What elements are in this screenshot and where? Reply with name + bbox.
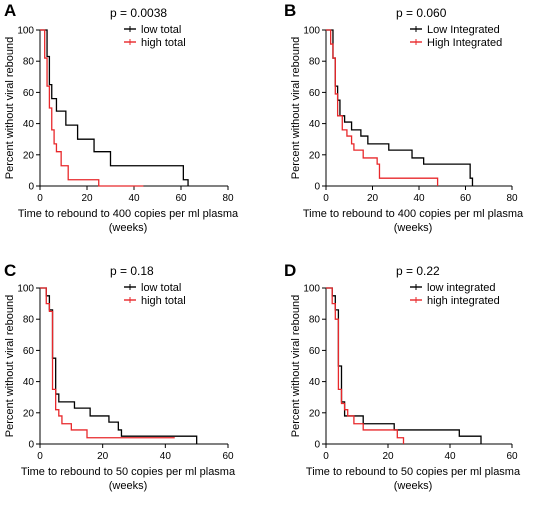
x-tick-label: 20 bbox=[382, 451, 394, 462]
panel-letter: A bbox=[4, 1, 16, 20]
panel-c: C 0 20 40 60 80 100 0 20 40 60 Time to rebound to 5… bbox=[4, 261, 236, 492]
p-value-annotation: p = 0.18 bbox=[110, 264, 154, 278]
y-tick-label: 0 bbox=[314, 440, 320, 451]
legend-entry: Low Integrated bbox=[427, 24, 500, 36]
y-tick-label: 20 bbox=[309, 150, 321, 161]
y-tick-label: 40 bbox=[309, 119, 321, 130]
y-axis-title: Percent without viral rebound bbox=[4, 295, 16, 437]
x-tick-label: 20 bbox=[81, 193, 93, 204]
panel-letter: B bbox=[284, 1, 296, 20]
series-line-low-total bbox=[40, 287, 198, 444]
legend-entry: low total bbox=[141, 282, 181, 294]
x-tick-label: 40 bbox=[413, 193, 425, 204]
p-value-annotation: p = 0.060 bbox=[396, 6, 447, 20]
y-tick-label: 60 bbox=[309, 88, 321, 99]
legend-entry: high total bbox=[141, 37, 186, 49]
x-tick-label: 20 bbox=[97, 451, 109, 462]
legend-entry: low total bbox=[141, 24, 181, 36]
series-line-high-integrated bbox=[326, 29, 439, 186]
x-tick-label: 0 bbox=[37, 451, 43, 462]
x-tick-label: 40 bbox=[128, 193, 140, 204]
p-value-annotation: p = 0.22 bbox=[396, 264, 440, 278]
y-tick-label: 80 bbox=[23, 57, 35, 68]
y-tick-label: 80 bbox=[23, 315, 35, 326]
y-tick-label: 0 bbox=[28, 182, 34, 193]
y-tick-label: 20 bbox=[309, 408, 321, 419]
y-axis-title: Percent without viral rebound bbox=[4, 37, 16, 179]
x-tick-label: 80 bbox=[222, 193, 234, 204]
series-line-low-integrated bbox=[326, 287, 482, 444]
y-tick-label: 40 bbox=[23, 119, 35, 130]
series-line-high-total bbox=[40, 29, 144, 187]
legend-entry: high total bbox=[141, 295, 186, 307]
x-tick-label: 60 bbox=[460, 193, 472, 204]
x-axis-unit: (weeks) bbox=[109, 480, 148, 492]
x-axis-title: Time to rebound to 400 copies per ml pla… bbox=[18, 208, 239, 220]
y-axis-title: Percent without viral rebound bbox=[290, 37, 302, 179]
y-tick-label: 80 bbox=[309, 315, 321, 326]
panel-letter: D bbox=[284, 261, 296, 280]
panel-b: B 0 20 40 60 80 100 0 20 40 60 80 Time to rebound to… bbox=[284, 1, 524, 234]
x-axis-title: Time to rebound to 50 copies per ml plas… bbox=[306, 466, 521, 478]
x-axis-title: Time to rebound to 50 copies per ml plas… bbox=[21, 466, 236, 478]
legend-entry: High Integrated bbox=[427, 37, 502, 49]
series-line-high-total bbox=[40, 287, 175, 439]
x-tick-label: 60 bbox=[506, 451, 518, 462]
x-tick-label: 80 bbox=[506, 193, 518, 204]
y-axis-title: Percent without viral rebound bbox=[290, 295, 302, 437]
x-tick-label: 60 bbox=[175, 193, 187, 204]
x-tick-label: 20 bbox=[367, 193, 379, 204]
x-axis-title: Time to rebound to 400 copies per ml pla… bbox=[303, 208, 524, 220]
panel-d: D 0 20 40 60 80 100 0 20 40 60 Time to rebound to 5… bbox=[284, 261, 521, 492]
y-tick-label: 100 bbox=[303, 284, 320, 295]
y-tick-label: 0 bbox=[28, 440, 34, 451]
series-line-high-integrated bbox=[326, 287, 405, 444]
x-axis-unit: (weeks) bbox=[394, 480, 433, 492]
y-tick-label: 100 bbox=[303, 26, 320, 37]
y-tick-label: 60 bbox=[309, 346, 321, 357]
y-tick-label: 100 bbox=[17, 26, 34, 37]
x-axis-unit: (weeks) bbox=[394, 222, 433, 234]
panel-letter: C bbox=[4, 261, 16, 280]
legend-entry: low integrated bbox=[427, 282, 496, 294]
x-tick-label: 0 bbox=[323, 451, 329, 462]
series-line-low-integrated bbox=[326, 29, 474, 186]
y-tick-label: 80 bbox=[309, 57, 321, 68]
y-tick-label: 40 bbox=[23, 377, 35, 388]
x-axis-unit: (weeks) bbox=[109, 222, 148, 234]
y-tick-label: 20 bbox=[23, 408, 35, 419]
series-line-low-total bbox=[40, 29, 189, 186]
p-value-annotation: p = 0.0038 bbox=[110, 6, 167, 20]
x-tick-label: 40 bbox=[444, 451, 456, 462]
legend-entry: high integrated bbox=[427, 295, 500, 307]
y-tick-label: 0 bbox=[314, 182, 320, 193]
y-tick-label: 40 bbox=[309, 377, 321, 388]
panel-a: A 0 20 40 60 80 100 0 20 40 60 80 Time to rebound to… bbox=[4, 1, 239, 234]
x-tick-label: 60 bbox=[222, 451, 234, 462]
y-tick-label: 20 bbox=[23, 150, 35, 161]
x-tick-label: 0 bbox=[323, 193, 329, 204]
x-tick-label: 0 bbox=[37, 193, 43, 204]
y-tick-label: 60 bbox=[23, 88, 35, 99]
y-tick-label: 100 bbox=[17, 284, 34, 295]
x-tick-label: 40 bbox=[160, 451, 172, 462]
y-tick-label: 60 bbox=[23, 346, 35, 357]
